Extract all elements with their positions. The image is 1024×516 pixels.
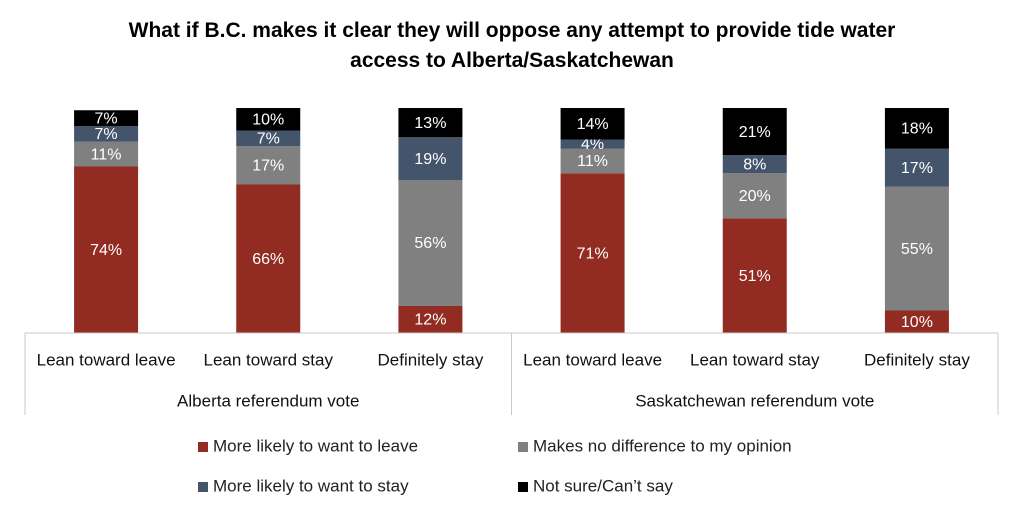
- x-tick-label: Lean toward leave: [37, 350, 176, 369]
- bar-segment: [560, 139, 625, 149]
- x-tick-label: Lean toward stay: [690, 350, 820, 369]
- x-tick-label: Lean toward stay: [204, 350, 334, 369]
- data-label: 12%: [414, 312, 446, 329]
- data-label: 14%: [577, 116, 609, 133]
- bar-segment: [236, 184, 301, 333]
- x-tick-label: Definitely stay: [378, 350, 484, 369]
- bar-segment: [722, 173, 787, 219]
- bar-segment: [560, 108, 625, 140]
- legend-label: Not sure/Can’t say: [533, 476, 673, 495]
- bar-segment: [236, 130, 301, 147]
- bar-segment: [236, 146, 301, 185]
- data-label: 7%: [257, 131, 280, 148]
- group-label: Saskatchewan referendum vote: [635, 391, 874, 410]
- data-label: 74%: [90, 242, 122, 259]
- data-label: 66%: [252, 251, 284, 268]
- data-label: 56%: [414, 235, 446, 252]
- bar-segment: [236, 108, 301, 131]
- data-label: 18%: [901, 120, 933, 137]
- data-label: 11%: [91, 146, 122, 163]
- bar-segment: [560, 173, 625, 333]
- data-label: 71%: [577, 245, 609, 262]
- bar-segment: [398, 180, 463, 306]
- legend-label: More likely to want to stay: [213, 476, 409, 495]
- data-label: 13%: [414, 115, 446, 132]
- data-label: 7%: [95, 110, 118, 127]
- data-label: 51%: [739, 268, 771, 285]
- bar-segment: [884, 186, 949, 311]
- bar-segment: [74, 110, 139, 126]
- bar-segment: [398, 306, 463, 333]
- bar-segment: [560, 148, 625, 174]
- data-label: 8%: [743, 156, 766, 173]
- chart-title: What if B.C. makes it clear they will op…: [128, 19, 896, 72]
- data-label: 10%: [252, 111, 284, 128]
- x-tick-label: Definitely stay: [864, 350, 970, 369]
- bar-segment: [398, 137, 463, 180]
- group-label: Alberta referendum vote: [177, 391, 359, 410]
- legend-swatch: [518, 442, 528, 452]
- data-label: 11%: [577, 153, 608, 170]
- bar-segment: [74, 166, 139, 333]
- legend-label: Makes no difference to my opinion: [533, 436, 792, 455]
- bar-segment: [884, 310, 949, 333]
- data-label: 20%: [739, 188, 771, 205]
- legend-swatch: [518, 482, 528, 492]
- data-label: 21%: [739, 124, 771, 141]
- data-label: 4%: [581, 136, 604, 153]
- bar-segment: [722, 155, 787, 174]
- bar-segment: [74, 126, 139, 142]
- bar-segment: [722, 218, 787, 333]
- bar-segment: [398, 108, 463, 138]
- data-label: 7%: [95, 126, 118, 143]
- legend-label: More likely to want to leave: [213, 436, 418, 455]
- legend-swatch: [198, 482, 208, 492]
- x-tick-label: Lean toward leave: [523, 350, 662, 369]
- bar-segment: [722, 108, 787, 156]
- bar-segment: [884, 108, 949, 149]
- legend-swatch: [198, 442, 208, 452]
- bar-segment: [884, 148, 949, 187]
- data-label: 17%: [252, 158, 284, 175]
- data-label: 55%: [901, 241, 933, 258]
- data-label: 17%: [901, 160, 933, 177]
- bar-segment: [74, 141, 139, 167]
- data-label: 10%: [901, 314, 933, 331]
- data-label: 19%: [414, 151, 446, 168]
